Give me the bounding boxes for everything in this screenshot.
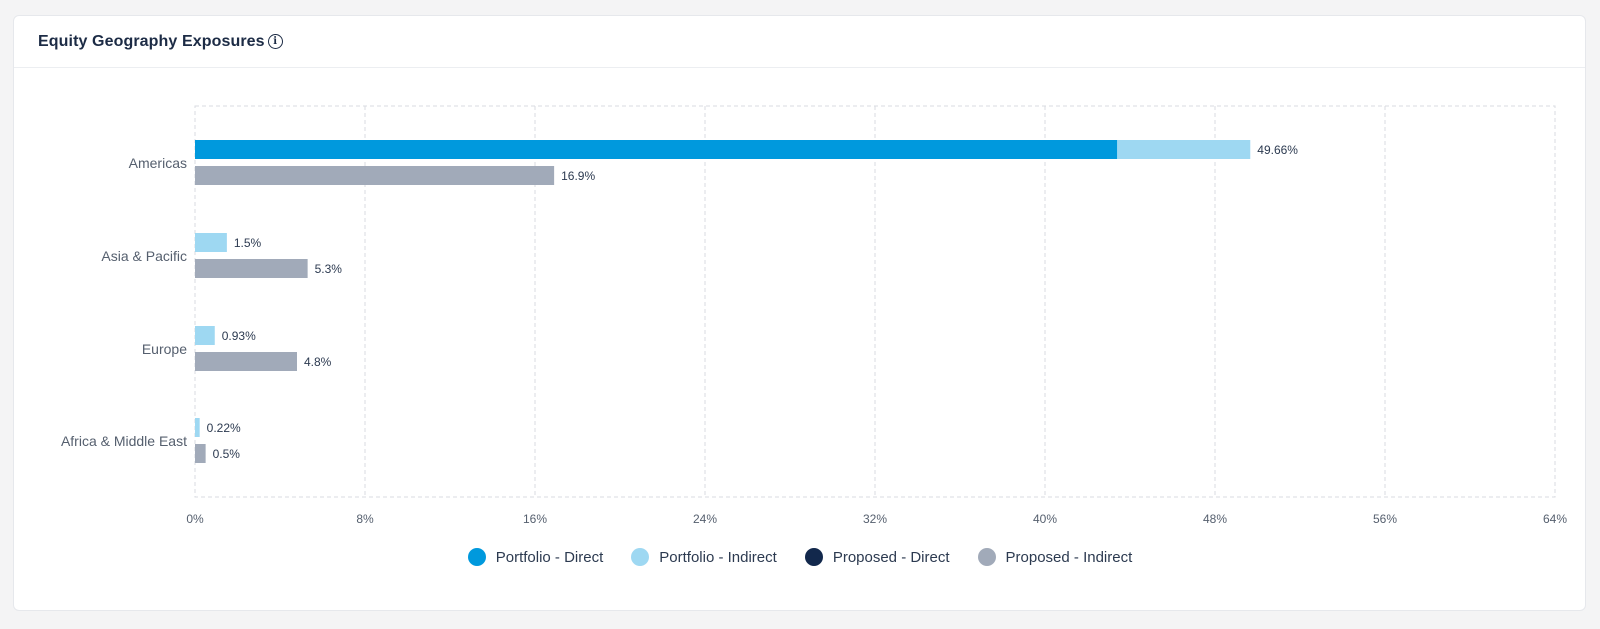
x-tick-label: 16% — [523, 512, 547, 526]
legend-swatch — [467, 548, 486, 566]
category-label: Africa & Middle East — [61, 433, 187, 449]
legend-label: Proposed - Direct — [832, 548, 950, 566]
data-label: 1.5% — [234, 236, 262, 250]
bar — [195, 233, 227, 252]
data-label: 16.9% — [561, 169, 595, 183]
bar — [195, 418, 200, 437]
legend-item[interactable]: Proposed - Indirect — [977, 548, 1133, 566]
legend-item[interactable]: Portfolio - Direct — [467, 548, 604, 566]
legend-label: Proposed - Indirect — [1005, 548, 1133, 566]
bar — [1117, 140, 1251, 159]
category-label: Europe — [142, 341, 187, 357]
data-label: 5.3% — [315, 262, 343, 276]
x-tick-label: 40% — [1033, 512, 1057, 526]
legend-swatch — [631, 548, 650, 566]
card-title: Equity Geography Exposures — [38, 32, 265, 50]
data-label: 0.22% — [207, 421, 241, 435]
legend-label: Portfolio - Indirect — [659, 548, 777, 566]
legend-label: Portfolio - Direct — [495, 548, 604, 566]
x-tick-label: 24% — [693, 512, 717, 526]
bar — [195, 326, 215, 345]
chart-card: Equity Geography Exposures i — [13, 15, 1586, 611]
legend-item[interactable]: Portfolio - Indirect — [631, 548, 777, 566]
legend-swatch — [804, 548, 823, 566]
x-tick-label: 0% — [186, 512, 204, 526]
x-tick-label: 56% — [1373, 512, 1397, 526]
x-tick-label: 48% — [1203, 512, 1227, 526]
data-label: 0.93% — [222, 329, 256, 343]
info-icon[interactable]: i — [267, 34, 283, 49]
legend-item[interactable]: Proposed - Direct — [804, 548, 950, 566]
bar — [195, 352, 297, 371]
legend-swatch — [977, 548, 996, 566]
category-label: Americas — [129, 155, 187, 171]
chart-legend: Portfolio - Direct Portfolio - Indirect Pr… — [0, 548, 1600, 566]
card-header: Equity Geography Exposures i — [14, 16, 1585, 68]
bar — [195, 140, 1118, 159]
x-tick-label: 64% — [1543, 512, 1567, 526]
data-label: 4.8% — [304, 355, 332, 369]
category-label: Asia & Pacific — [101, 248, 187, 264]
data-label: 0.5% — [213, 447, 241, 461]
x-tick-label: 8% — [356, 512, 374, 526]
bar — [195, 259, 308, 278]
x-tick-label: 32% — [863, 512, 887, 526]
bar — [195, 444, 206, 463]
data-label: 49.66% — [1257, 143, 1298, 157]
bar — [195, 166, 555, 185]
